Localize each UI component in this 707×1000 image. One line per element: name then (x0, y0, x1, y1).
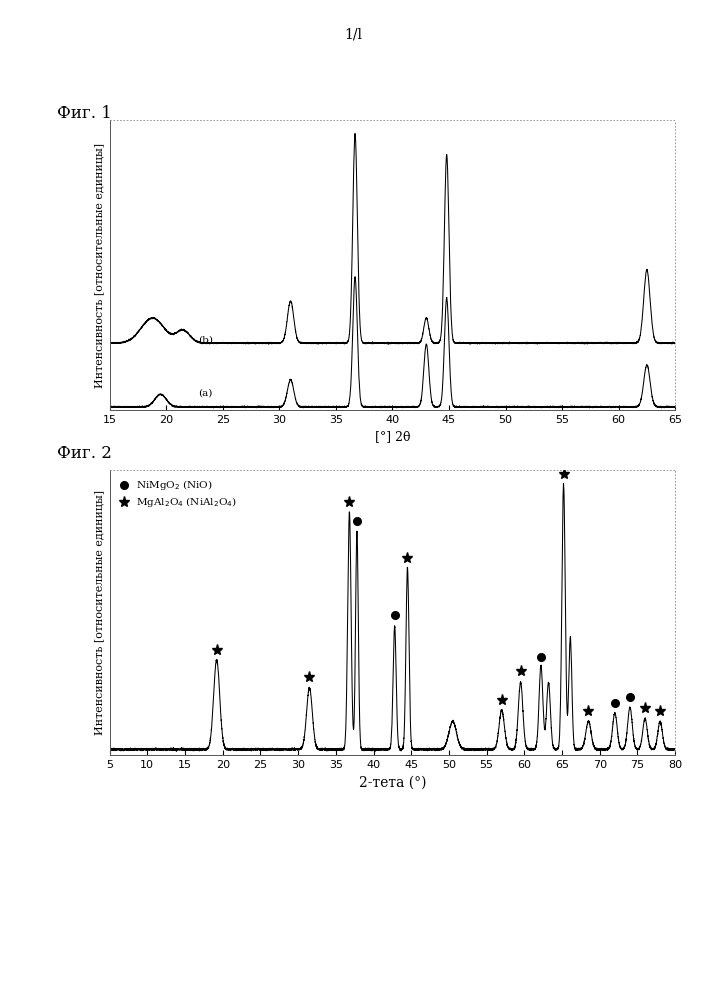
Text: Фиг. 2: Фиг. 2 (57, 445, 112, 462)
Y-axis label: Интенсивность [относительные единицы]: Интенсивность [относительные единицы] (94, 142, 104, 388)
Text: (a): (a) (198, 388, 212, 397)
X-axis label: [°] 2θ: [°] 2θ (375, 430, 410, 443)
Text: 1/l: 1/l (344, 28, 363, 42)
Y-axis label: Интенсивность [относительные единицы]: Интенсивность [относительные единицы] (94, 490, 104, 735)
X-axis label: 2-тета (°): 2-тета (°) (358, 775, 426, 789)
Legend: NiMgO$_2$ (NiO), MgAl$_2$O$_4$ (NiAl$_2$O$_4$): NiMgO$_2$ (NiO), MgAl$_2$O$_4$ (NiAl$_2$… (115, 475, 240, 513)
Text: Фиг. 1: Фиг. 1 (57, 105, 112, 122)
Text: (b): (b) (198, 335, 213, 344)
